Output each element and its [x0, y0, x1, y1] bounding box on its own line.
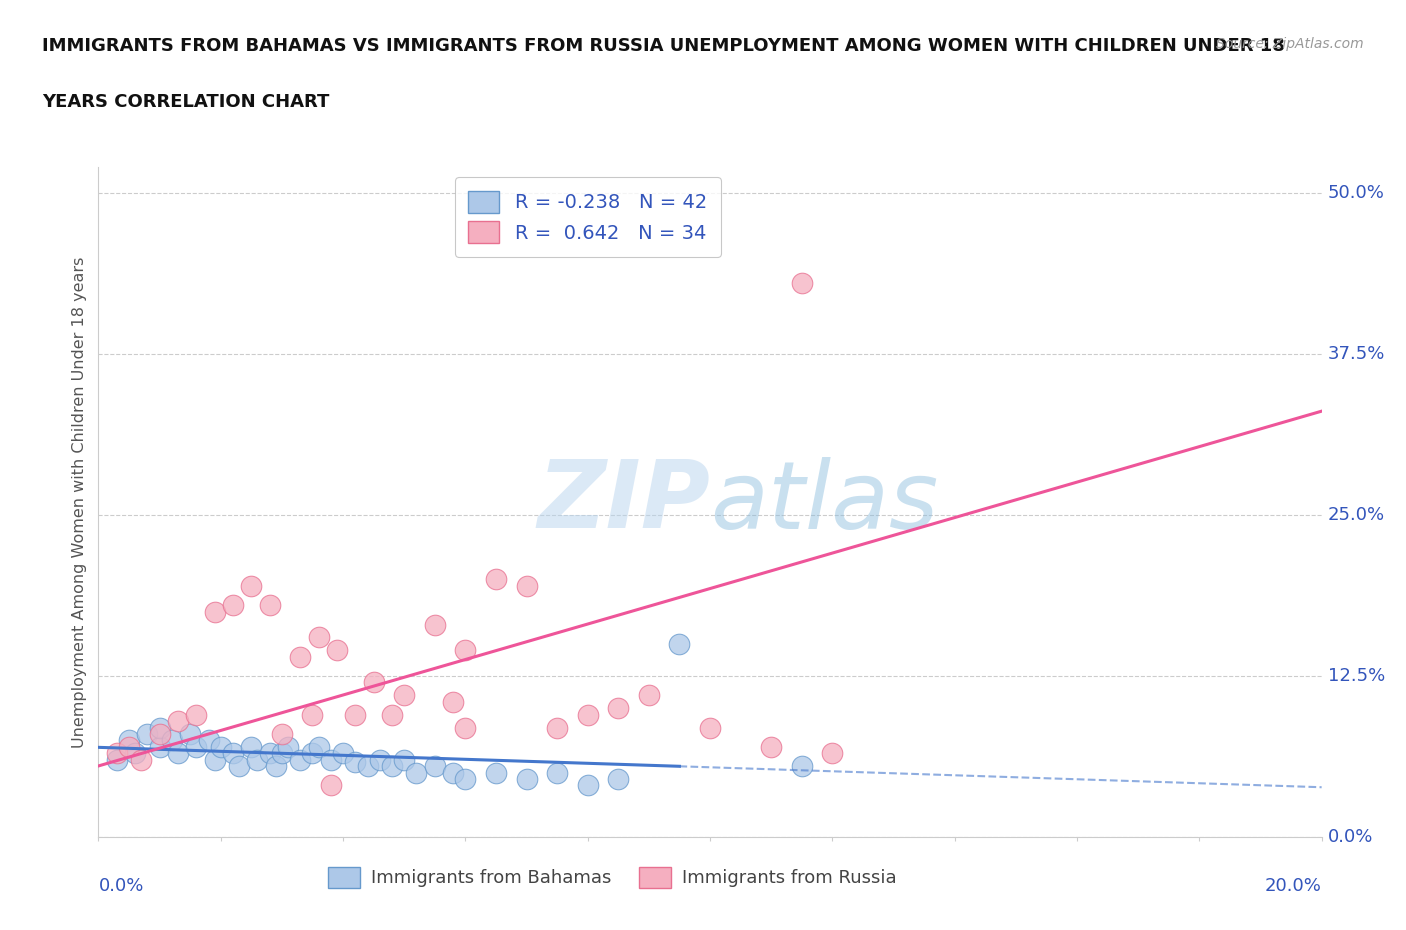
Point — [381, 707, 404, 722]
Point — [308, 739, 330, 754]
Point — [149, 726, 172, 741]
Text: IMMIGRANTS FROM BAHAMAS VS IMMIGRANTS FROM RUSSIA UNEMPLOYMENT AMONG WOMEN WITH : IMMIGRANTS FROM BAHAMAS VS IMMIGRANTS FR… — [42, 37, 1285, 55]
Point — [167, 746, 190, 761]
Point — [368, 752, 391, 767]
Text: Source: ZipAtlas.com: Source: ZipAtlas.com — [1216, 37, 1364, 51]
Point — [209, 739, 232, 754]
Point — [790, 759, 813, 774]
Point — [319, 752, 342, 767]
Point — [516, 772, 538, 787]
Point — [204, 752, 226, 767]
Point — [392, 688, 416, 703]
Point — [259, 598, 281, 613]
Point — [344, 755, 367, 770]
Point — [319, 778, 342, 793]
Point — [167, 713, 190, 728]
Point — [160, 733, 183, 748]
Point — [240, 739, 263, 754]
Point — [308, 630, 330, 644]
Y-axis label: Unemployment Among Women with Children Under 18 years: Unemployment Among Women with Children U… — [72, 257, 87, 748]
Point — [423, 618, 446, 632]
Legend: Immigrants from Bahamas, Immigrants from Russia: Immigrants from Bahamas, Immigrants from… — [321, 859, 904, 895]
Point — [576, 778, 599, 793]
Point — [454, 643, 477, 658]
Point — [516, 578, 538, 593]
Point — [546, 720, 568, 735]
Point — [240, 578, 263, 593]
Point — [546, 765, 568, 780]
Point — [356, 759, 378, 774]
Point — [637, 688, 661, 703]
Point — [277, 739, 299, 754]
Point — [607, 701, 630, 716]
Point — [118, 739, 141, 754]
Point — [246, 752, 269, 767]
Point — [197, 733, 219, 748]
Point — [699, 720, 721, 735]
Point — [179, 726, 201, 741]
Point — [821, 746, 844, 761]
Point — [454, 720, 477, 735]
Point — [270, 746, 292, 761]
Point — [668, 636, 690, 651]
Point — [149, 739, 172, 754]
Point — [149, 720, 172, 735]
Point — [290, 752, 312, 767]
Text: 37.5%: 37.5% — [1327, 345, 1385, 363]
Text: 20.0%: 20.0% — [1265, 877, 1322, 896]
Text: YEARS CORRELATION CHART: YEARS CORRELATION CHART — [42, 93, 329, 111]
Text: ZIP: ZIP — [537, 457, 710, 548]
Point — [105, 746, 128, 761]
Text: 0.0%: 0.0% — [1327, 828, 1374, 846]
Point — [485, 572, 508, 587]
Point — [270, 726, 292, 741]
Point — [204, 604, 226, 619]
Point — [326, 643, 349, 658]
Point — [576, 707, 599, 722]
Point — [186, 739, 208, 754]
Point — [441, 765, 464, 780]
Text: atlas: atlas — [710, 457, 938, 548]
Point — [441, 695, 464, 710]
Point — [381, 759, 404, 774]
Point — [485, 765, 508, 780]
Point — [405, 765, 427, 780]
Point — [290, 649, 312, 664]
Point — [790, 276, 813, 291]
Point — [344, 707, 367, 722]
Text: 0.0%: 0.0% — [98, 877, 143, 896]
Text: 12.5%: 12.5% — [1327, 667, 1385, 685]
Point — [392, 752, 416, 767]
Point — [259, 746, 281, 761]
Point — [222, 598, 245, 613]
Point — [607, 772, 630, 787]
Point — [118, 733, 141, 748]
Point — [301, 707, 323, 722]
Point — [136, 726, 159, 741]
Point — [454, 772, 477, 787]
Point — [332, 746, 354, 761]
Point — [759, 739, 782, 754]
Point — [228, 759, 250, 774]
Point — [423, 759, 446, 774]
Point — [264, 759, 287, 774]
Point — [124, 746, 146, 761]
Point — [129, 752, 152, 767]
Point — [222, 746, 245, 761]
Point — [301, 746, 323, 761]
Text: 25.0%: 25.0% — [1327, 506, 1385, 525]
Point — [105, 752, 128, 767]
Point — [363, 675, 385, 690]
Text: 50.0%: 50.0% — [1327, 184, 1385, 202]
Point — [186, 707, 208, 722]
